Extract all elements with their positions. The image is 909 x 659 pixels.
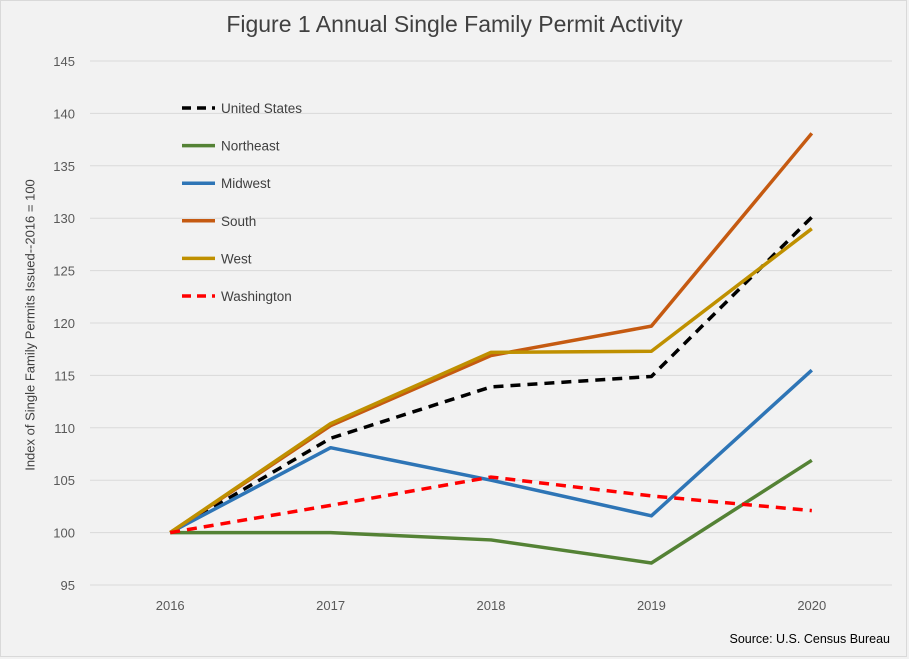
legend-label: Northeast bbox=[221, 139, 280, 154]
series-line bbox=[169, 475, 812, 535]
y-tick-label: 145 bbox=[53, 54, 75, 69]
legend-label: South bbox=[221, 214, 256, 229]
y-tick-label: 135 bbox=[53, 159, 75, 174]
x-tick-label: 2019 bbox=[637, 598, 666, 613]
legend-label: Washington bbox=[221, 289, 292, 304]
legend-label: West bbox=[221, 251, 252, 266]
x-tick-label: 2017 bbox=[316, 598, 345, 613]
y-tick-label: 100 bbox=[53, 526, 75, 541]
legend-label: Midwest bbox=[221, 176, 271, 191]
series-line bbox=[169, 227, 813, 535]
x-tick-label: 2018 bbox=[477, 598, 506, 613]
series-line bbox=[169, 132, 814, 535]
y-tick-label: 130 bbox=[53, 211, 75, 226]
series-line bbox=[169, 368, 813, 535]
x-tick-label: 2016 bbox=[156, 598, 185, 613]
series-line bbox=[169, 215, 814, 535]
chart-title: Figure 1 Annual Single Family Permit Act… bbox=[226, 11, 683, 37]
series-line bbox=[170, 458, 813, 565]
y-tick-label: 110 bbox=[54, 421, 75, 436]
source-note: Source: U.S. Census Bureau bbox=[729, 632, 891, 646]
y-tick-label: 105 bbox=[53, 473, 75, 488]
y-tick-label: 115 bbox=[54, 368, 75, 383]
y-tick-label: 140 bbox=[53, 106, 75, 121]
y-tick-label: 125 bbox=[53, 264, 75, 279]
x-tick-label: 2020 bbox=[797, 598, 826, 613]
legend-label: United States bbox=[221, 101, 302, 116]
y-tick-label: 120 bbox=[53, 316, 75, 331]
y-tick-label: 95 bbox=[61, 578, 75, 593]
